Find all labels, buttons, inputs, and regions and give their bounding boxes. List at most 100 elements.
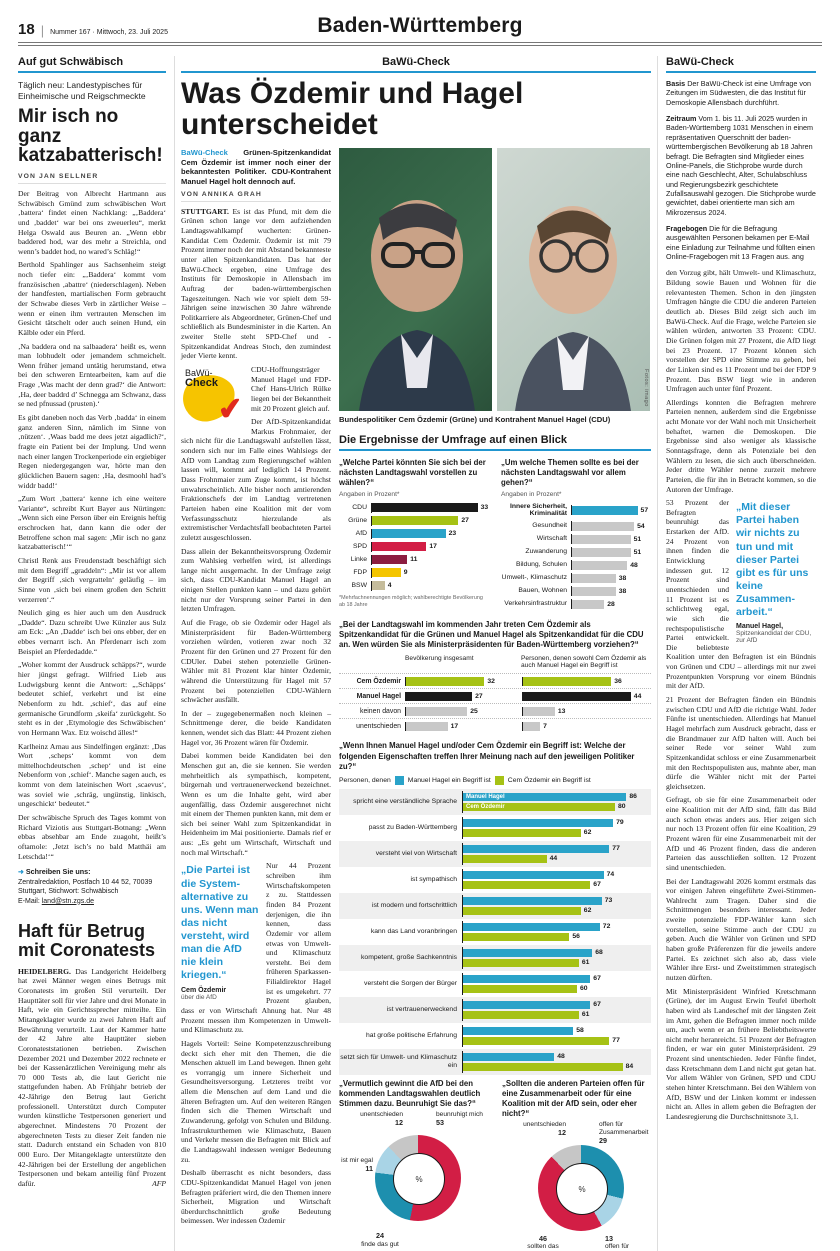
bar: Cem Özdemir xyxy=(463,802,615,811)
bar-value: 61 xyxy=(581,959,590,967)
contact-label: Schreiben Sie uns: xyxy=(25,867,91,877)
second-article-body: HEIDELBERG. Das Landgericht Heidelberg h… xyxy=(18,967,166,1189)
contact-email-link[interactable]: land@stn.zgs.de xyxy=(41,897,94,905)
bar-value: 27 xyxy=(461,517,469,525)
bar-area: 57 xyxy=(571,505,651,516)
paragraph: Bei der Landtagswahl 2026 kommt erstmals… xyxy=(666,876,816,982)
chart-legend: Personen, denen Manuel Hagel ein Begriff … xyxy=(339,775,651,785)
bar-row: Innere Sicherheit, Kriminalität 57 xyxy=(501,503,651,519)
chart-question: „Bei der Landtagswahl im kommenden Jahr … xyxy=(339,620,644,650)
bar-value: 51 xyxy=(633,535,642,543)
logo-text: BaWü- Check xyxy=(185,368,219,390)
legend-prefix: Personen, denen xyxy=(339,776,391,784)
legend-label: Manuel Hagel ein Begriff ist xyxy=(407,776,491,784)
bar-row: ist vertrauenerweckend 67 61 xyxy=(339,996,651,1023)
legend-swatch xyxy=(394,775,404,785)
paragraph: Mit Ministerpräsident Winfried Kretschma… xyxy=(666,986,816,1121)
bar-row: Grüne 27 xyxy=(339,515,489,526)
bar-area: 23 xyxy=(371,528,489,539)
paragraph: 21 Prozent der Befragten fänden ein Bünd… xyxy=(666,695,816,791)
photo-cem-oezdemir xyxy=(339,148,492,412)
bar-value: 72 xyxy=(602,923,611,931)
bar xyxy=(372,568,401,578)
rubric-subtitle: Täglich neu: Landestypisches für Einheim… xyxy=(18,80,146,101)
chart-topics: „Um welche Themen sollte es bei der näch… xyxy=(501,458,651,612)
bar-label: Manuel Hagel xyxy=(356,692,401,700)
main-headline: Was Özdemir und Hagel unterscheidet xyxy=(181,77,524,141)
bar xyxy=(463,880,591,889)
chart-party-preference: „Welche Partei könnten Sie sich bei der … xyxy=(339,458,489,612)
dateline: HEIDELBERG. xyxy=(18,966,71,976)
legend-label: Cem Özdemir ein Begriff ist xyxy=(507,776,591,784)
bar xyxy=(372,529,446,539)
bar-area: 9 xyxy=(371,567,489,578)
bar-area: 48 84 xyxy=(462,1050,651,1073)
bar-line: Manuel Hagel 86 xyxy=(463,792,651,802)
bar-line: 67 xyxy=(463,974,651,984)
main-article-column: BaWü-Check Grünen-Spitzenkandidat Cem Öz… xyxy=(180,148,331,1251)
bar-value: 28 xyxy=(607,600,615,608)
bar: Manuel Hagel xyxy=(463,792,627,801)
bar-value: 11 xyxy=(410,556,418,564)
bar xyxy=(463,948,593,957)
info-item: Zeitraum Vom 1. bis 11. Juli 2025 wurden… xyxy=(666,114,816,217)
bar-area: 67 60 xyxy=(462,972,651,995)
bar xyxy=(372,555,408,565)
donut-label: offen für Zusammenarbeit 29 xyxy=(599,1121,649,1146)
bar-row: versteht die Sorgen der Bürger 67 60 xyxy=(339,971,651,997)
bar-area: 51 xyxy=(571,534,651,545)
bar-row: passt zu Baden-Württemberg 79 62 xyxy=(339,815,651,841)
bar-label: Linke xyxy=(350,555,367,563)
bar-value: 23 xyxy=(448,530,457,538)
candidate-photos: Fotos: imago xyxy=(339,148,651,412)
chart-attributes-bars: spricht eine verständliche Sprache Manuel… xyxy=(339,788,651,1075)
left-article-body: Der Beitrag von Albrecht Hartmann aus Sc… xyxy=(18,189,166,861)
charts-section-title: Die Ergebnisse der Umfrage auf einen Bli… xyxy=(339,434,651,452)
bar xyxy=(406,691,473,701)
donut-label: unentschieden 12 xyxy=(523,1121,566,1138)
quote-text: „Die Partei ist die System­alternative z… xyxy=(181,864,259,982)
bar-label: ist vertrauenerweckend xyxy=(386,1005,457,1013)
bar xyxy=(572,586,616,596)
info-item: Basis Der BaWü-Check ist eine Umfrage vo… xyxy=(666,79,812,107)
methodology-info-box: Basis Der BaWü-Check ist eine Umfrage vo… xyxy=(666,79,816,261)
bar xyxy=(463,932,570,941)
bar-value: 62 xyxy=(583,829,592,837)
bar-value: 84 xyxy=(625,1063,634,1071)
bar xyxy=(523,721,541,731)
bar-area: 17 xyxy=(371,541,489,552)
bar-line: 60 xyxy=(463,984,651,994)
bar xyxy=(572,599,605,609)
bar-line: 68 xyxy=(463,948,651,958)
bar xyxy=(372,503,478,513)
spacer xyxy=(339,655,405,671)
chart-question: „Wenn Ihnen Manuel Hagel und/oder Cem Öz… xyxy=(339,741,635,771)
bar-value: 44 xyxy=(633,692,642,700)
bar-label: ist sympathisch xyxy=(410,875,457,883)
second-article-headline: Haft für Betrug mit Coronatests xyxy=(18,920,156,960)
paragraph: Dass allein der Bekanntheitsvorsprung Öz… xyxy=(181,546,331,614)
bar-value: 9 xyxy=(403,569,408,577)
page-number-block: 18 | Nummer 167 · Mittwoch, 23. Juli 202… xyxy=(18,21,288,38)
main-article-end: Nur 44 Prozent schreiben ihm Wirtschafts… xyxy=(181,861,331,1226)
paragraph: Es gibt daneben noch das Verb ‚badda‘ in… xyxy=(18,413,166,490)
photo-credit: Fotos: imago xyxy=(643,369,649,408)
paragraph: Auf die Frage, ob sie Özdemir oder Hagel… xyxy=(181,618,331,705)
bar xyxy=(523,691,631,701)
bar-value: 57 xyxy=(640,506,649,514)
bar-row: setzt sich für Umwelt- und Klimaschutz e… xyxy=(339,1048,651,1075)
bar xyxy=(463,1052,555,1061)
bar-label: spricht eine verständliche Sprache xyxy=(353,797,457,805)
quote-attribution-sub: über die AfD xyxy=(181,993,217,1001)
paragraph: Neulich ging es hier auch um den Ausdruc… xyxy=(18,608,166,656)
bar xyxy=(572,560,628,570)
bar-row: ist modern und fortschrittlich 73 62 xyxy=(339,892,651,919)
bar-value: 62 xyxy=(583,907,592,915)
bar-line: 48 xyxy=(463,1052,651,1062)
bar xyxy=(463,1062,623,1071)
bar-row: unentschieden 17 7 xyxy=(339,718,651,733)
main-byline: Von Annika Grah xyxy=(181,191,331,202)
bar-area: 27 xyxy=(405,691,518,701)
